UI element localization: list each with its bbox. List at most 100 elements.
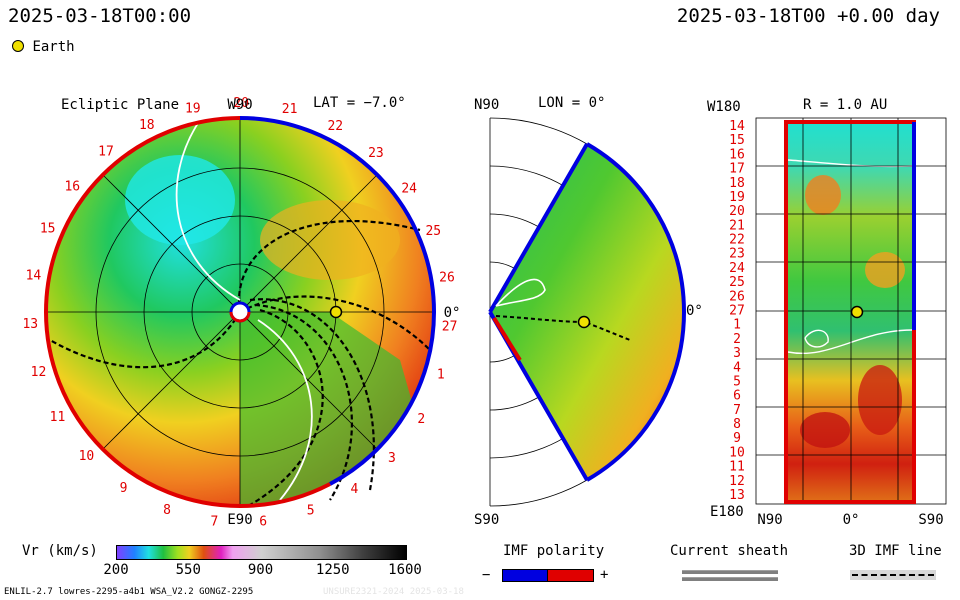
imf-positive-swatch [547, 569, 594, 582]
carrington-label: 7 [210, 514, 218, 529]
radial-y-label: 22 [729, 233, 745, 248]
ecliptic-negative-polarity-ring [239, 116, 437, 486]
colorbar-label: Vr (km/s) [22, 543, 98, 559]
carrington-label: 26 [439, 271, 455, 286]
carrington-label: 10 [79, 449, 95, 464]
imf-3d-line-title: 3D IMF line [849, 543, 942, 559]
current-sheath-title: Current sheath [670, 543, 789, 559]
carrington-label: 24 [401, 182, 417, 197]
earth-legend-label: Earth [32, 39, 75, 55]
radial-y-label: 3 [733, 346, 741, 361]
colorbar-tick-label: 200 [103, 562, 129, 578]
radial-y-label: 2 [733, 332, 741, 347]
ecliptic-e90: E90 [227, 512, 252, 528]
radial-y-label: 19 [729, 190, 745, 205]
imf-negative-swatch [502, 569, 549, 582]
carrington-label: 12 [31, 365, 47, 380]
meridional-arc-blue [585, 142, 686, 313]
radial-title: R = 1.0 AU [803, 97, 888, 113]
radial-y-label: 12 [729, 474, 745, 489]
footer-right: UNSURE2321-2024 2025-03-18 [323, 587, 464, 597]
carrington-label: 16 [64, 180, 80, 195]
radial-y-label: 24 [729, 261, 745, 276]
ecliptic-w90: W90 [227, 97, 252, 113]
radial-y-label: 26 [729, 289, 745, 304]
datetime-right: 2025-03-18T00 +0.00 day [676, 5, 940, 27]
meridional-edge-top [488, 142, 589, 314]
meridional-positive-edge [492, 316, 522, 362]
radial-y-label: 18 [729, 176, 745, 191]
carrington-label: 22 [327, 119, 343, 134]
carrington-label: 13 [22, 317, 38, 332]
colorbar-ticks: 200 550 900 1250 1600 [103, 562, 422, 580]
radial-y-label: 17 [729, 162, 745, 177]
carrington-label: 19 [185, 101, 201, 116]
carrington-longitude-labels: 19 20 212223242526271234567891011121314151… [22, 96, 457, 530]
radial-hot-spot-3 [800, 412, 850, 448]
carrington-label: 1 [437, 367, 445, 382]
imf-polarity-title: IMF polarity [503, 543, 605, 559]
radial-y-label: 7 [733, 403, 741, 418]
carrington-label: 27 [442, 319, 458, 334]
radial-sheath-2 [787, 329, 913, 354]
radial-y-label: 13 [729, 488, 745, 503]
radial-y-label: 4 [733, 360, 741, 375]
radial-hot-spot-2 [865, 252, 905, 288]
carrington-label: 25 [425, 224, 441, 239]
radial-y-label: 9 [733, 431, 741, 446]
radial-y-label: 6 [733, 389, 741, 404]
imf-minus: − [482, 567, 491, 583]
colorbar-tick-label: 1600 [388, 562, 422, 578]
colorbar-tick-label: 550 [175, 562, 201, 578]
datetime-left: 2025-03-18T00:00 [8, 5, 192, 27]
imf-3d-line-swatch [850, 570, 936, 580]
earth-marker-radial [850, 305, 864, 319]
radial-y-label: 10 [729, 445, 745, 460]
slow-wind-region [125, 155, 235, 245]
meridional-arc-blue-lower [585, 311, 686, 482]
carrington-label: 8 [163, 503, 171, 518]
radial-hot-spot-1 [805, 175, 841, 215]
carrington-label: 9 [120, 481, 128, 496]
radial-y-label: 21 [729, 218, 745, 233]
earth-marker-ecliptic [329, 305, 343, 319]
ecliptic-zero: 0° [444, 305, 461, 321]
carrington-label: 3 [388, 451, 396, 466]
meridional-velocity-wedge [490, 144, 684, 480]
carrington-label: 23 [368, 146, 384, 161]
carrington-label: 15 [40, 222, 56, 237]
radial-x-label: 0° [843, 512, 860, 528]
compression-region [260, 200, 400, 280]
radial-y-label: 1 [733, 318, 741, 333]
radial-sheath-3 [804, 329, 829, 348]
meridional-sheath [495, 278, 546, 307]
current-sheath-swatch-2 [682, 577, 778, 581]
radial-velocity-map [786, 122, 914, 502]
radial-y-label: 15 [729, 133, 745, 148]
carrington-label: 20 [233, 96, 249, 111]
radial-y-label: 8 [733, 417, 741, 432]
colorbar-tick-label: 1250 [315, 562, 350, 578]
carrington-label: 5 [307, 504, 315, 519]
radial-y-label: 11 [729, 460, 745, 475]
colorbar [116, 545, 407, 560]
ecliptic-positive-polarity-ring [43, 116, 331, 509]
radial-x-label: S90 [918, 512, 943, 528]
carrington-label: 17 [98, 144, 114, 159]
carrington-label: 14 [26, 268, 42, 283]
imf-field-lines [49, 220, 431, 506]
ecliptic-lat: LAT = −7.0° [313, 95, 406, 111]
meridional-n90: N90 [474, 97, 500, 113]
current-sheath-lines [175, 119, 313, 501]
imf-plus: + [600, 567, 609, 583]
radial-y-labels: 1415161718192021222324252627123456789101… [729, 119, 745, 503]
radial-y-label: 23 [729, 247, 745, 262]
carrington-label: 2 [417, 412, 425, 427]
radial-y-label: 20 [729, 204, 745, 219]
radial-y-label: 14 [729, 119, 745, 134]
sun-polarity-arc [229, 311, 251, 323]
ecliptic-title: Ecliptic Plane [61, 97, 180, 113]
